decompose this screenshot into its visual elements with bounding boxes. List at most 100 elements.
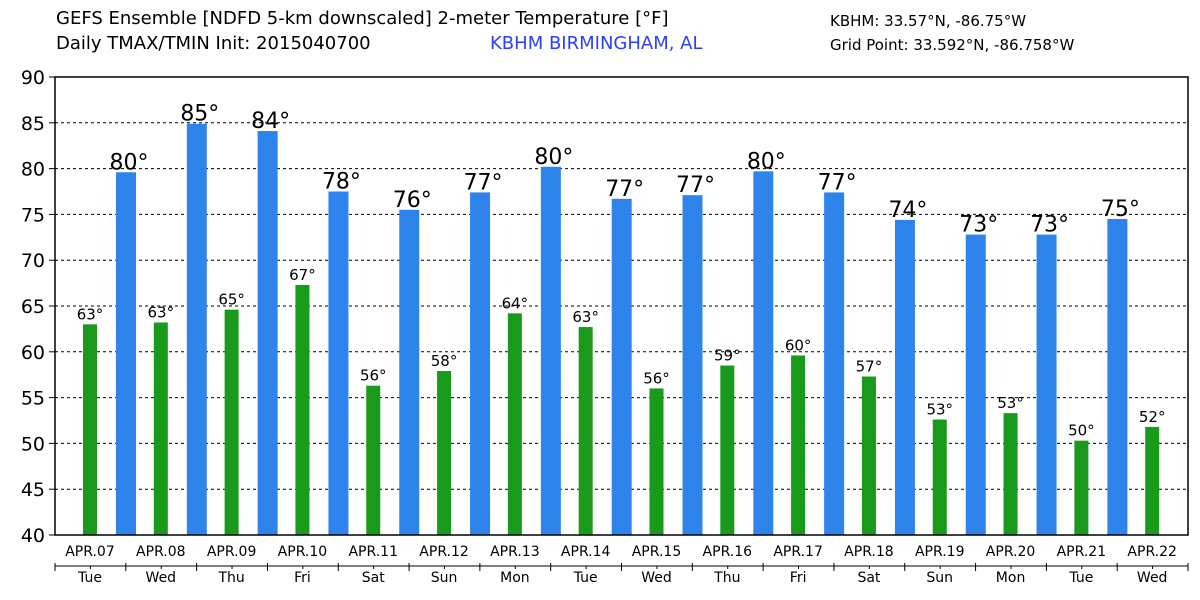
- tmax-value-label: 75°: [1101, 197, 1140, 222]
- tmax-value-label: 77°: [605, 177, 644, 202]
- station-coordinates: KBHM: 33.57°N, -86.75°W: [830, 12, 1027, 30]
- y-tick-label: 65: [21, 296, 45, 318]
- tmin-bar: [153, 322, 168, 535]
- x-date-label: APR.21: [1057, 544, 1107, 560]
- tmin-value-label: 50°: [1068, 422, 1095, 440]
- tmin-bar: [437, 371, 452, 535]
- x-weekday-label: Sat: [857, 570, 880, 586]
- tmax-value-label: 80°: [534, 145, 573, 170]
- station-name: KBHM BIRMINGHAM, AL: [490, 33, 703, 54]
- tmax-value-label: 77°: [818, 170, 857, 195]
- x-weekday-label: Thu: [713, 570, 740, 586]
- grid-point-coordinates: Grid Point: 33.592°N, -86.758°W: [830, 36, 1075, 54]
- x-weekday-label: Mon: [500, 570, 530, 586]
- tmax-value-label: 84°: [251, 109, 290, 134]
- tmax-bar: [1107, 218, 1128, 536]
- tmin-bar: [366, 385, 381, 535]
- tmax-bar: [682, 195, 703, 535]
- tmax-value-label: 77°: [464, 170, 503, 195]
- tmax-bar: [470, 192, 491, 535]
- x-weekday-label: Fri: [294, 570, 311, 586]
- tmax-bar: [1036, 234, 1057, 535]
- y-tick-label: 60: [21, 342, 45, 364]
- x-date-label: APR.13: [490, 544, 540, 560]
- tmin-bar: [932, 419, 947, 535]
- tmin-bar: [1003, 413, 1018, 535]
- x-date-label: APR.14: [561, 544, 611, 560]
- tmin-value-label: 53°: [997, 394, 1024, 412]
- x-date-label: APR.19: [915, 544, 965, 560]
- tmax-value-label: 76°: [393, 188, 432, 213]
- tmax-value-label: 85°: [180, 102, 219, 127]
- y-tick-label: 80: [21, 159, 45, 181]
- tmax-value-label: 80°: [747, 149, 786, 174]
- tmin-value-label: 67°: [289, 266, 316, 284]
- x-date-label: APR.22: [1127, 544, 1177, 560]
- chart-subtitle: Daily TMAX/TMIN Init: 2015040700: [56, 33, 371, 54]
- x-date-label: APR.16: [703, 544, 753, 560]
- plot-frame: [54, 76, 1189, 536]
- tmin-value-label: 59°: [714, 347, 741, 365]
- tmin-value-label: 63°: [572, 308, 599, 326]
- x-date-label: APR.15: [632, 544, 682, 560]
- tmin-bar: [83, 324, 97, 535]
- y-tick-label: 50: [21, 433, 45, 455]
- x-weekday-label: Wed: [641, 570, 672, 586]
- tmax-value-label: 78°: [322, 170, 361, 195]
- tmin-value-label: 56°: [360, 367, 387, 385]
- tmax-bar: [540, 166, 561, 535]
- tmin-bar: [1145, 426, 1160, 535]
- tmin-value-label: 63°: [148, 303, 175, 321]
- x-weekday-label: Mon: [996, 570, 1026, 586]
- tmin-value-label: 53°: [926, 401, 953, 419]
- tmin-value-label: 52°: [1139, 408, 1166, 426]
- x-weekday-label: Fri: [790, 570, 807, 586]
- tmax-bar: [611, 198, 632, 535]
- y-tick-label: 40: [21, 525, 45, 547]
- tmin-value-label: 63°: [77, 305, 104, 323]
- tmax-value-label: 73°: [959, 213, 998, 238]
- tmax-bar: [965, 234, 986, 535]
- tmax-bar: [399, 209, 420, 535]
- x-date-label: APR.11: [348, 544, 398, 560]
- tmax-bar: [753, 171, 774, 535]
- tmin-bar: [507, 313, 522, 535]
- y-tick-label: 70: [21, 250, 45, 272]
- x-weekday-label: Wed: [1137, 570, 1168, 586]
- tmin-bar: [720, 365, 735, 535]
- tmax-bar: [328, 191, 349, 535]
- tmin-bar: [578, 327, 593, 535]
- chart-title: GEFS Ensemble [NDFD 5-km downscaled] 2-m…: [56, 8, 669, 29]
- x-date-label: APR.07: [65, 544, 115, 560]
- tmin-value-label: 56°: [643, 369, 670, 387]
- tmax-bar: [186, 123, 207, 535]
- tmin-value-label: 60°: [785, 336, 812, 354]
- tmin-value-label: 57°: [856, 358, 883, 376]
- tmax-value-label: 73°: [1030, 213, 1069, 238]
- y-tick-label: 45: [21, 479, 45, 501]
- y-tick-label: 55: [21, 388, 45, 410]
- y-tick-label: 90: [21, 67, 45, 89]
- tmin-bar: [1074, 440, 1089, 535]
- x-weekday-label: Sat: [362, 570, 385, 586]
- y-tick-label: 85: [21, 113, 45, 135]
- x-weekday-label: Sun: [926, 570, 953, 586]
- x-weekday-label: Thu: [217, 570, 244, 586]
- tmin-bar: [861, 376, 876, 535]
- x-weekday-label: Tue: [573, 570, 598, 586]
- tmax-bar: [116, 172, 136, 535]
- x-date-label: APR.18: [844, 544, 894, 560]
- tmin-bar: [295, 284, 310, 535]
- x-date-label: APR.17: [773, 544, 823, 560]
- x-weekday-label: Tue: [1068, 570, 1093, 586]
- x-date-label: APR.20: [986, 544, 1036, 560]
- tmax-value-label: 74°: [888, 198, 927, 223]
- y-tick-label: 75: [21, 204, 45, 226]
- x-weekday-label: Wed: [146, 570, 177, 586]
- tmin-bar: [224, 309, 239, 535]
- tmin-value-label: 64°: [502, 294, 529, 312]
- x-weekday-label: Tue: [77, 570, 102, 586]
- x-date-label: APR.09: [207, 544, 257, 560]
- tmax-bar: [894, 219, 915, 535]
